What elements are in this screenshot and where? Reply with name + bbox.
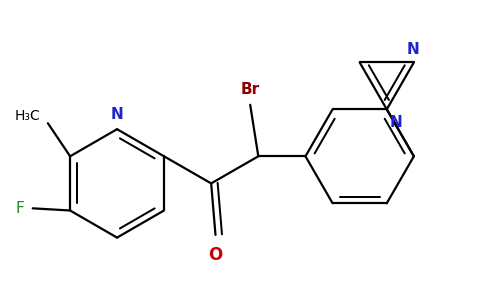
Text: Br: Br (241, 82, 260, 97)
Text: F: F (15, 201, 24, 216)
Text: O: O (209, 246, 223, 264)
Text: N: N (390, 115, 403, 130)
Text: N: N (407, 42, 419, 57)
Text: N: N (111, 106, 123, 122)
Text: H₃C: H₃C (15, 109, 40, 123)
